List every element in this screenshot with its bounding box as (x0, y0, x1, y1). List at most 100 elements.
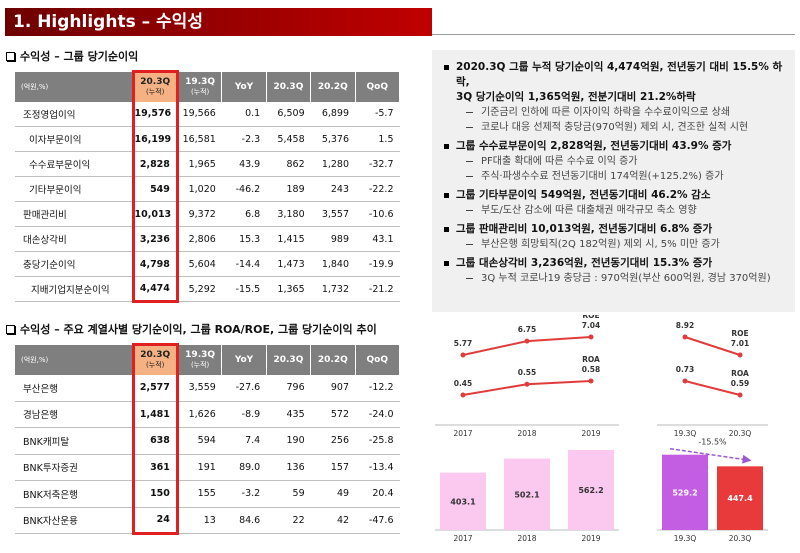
column-header: 20.3Q (266, 344, 312, 375)
cell: 150 (131, 480, 179, 508)
cell: 16,199 (131, 126, 179, 152)
cell: 1,481 (131, 401, 179, 428)
dash (466, 161, 473, 162)
column-header: 20.3Q (266, 71, 312, 102)
cell: 43.9 (221, 151, 267, 177)
column-header: YoY (221, 344, 267, 375)
row-label: 지배기업지분순이익 (15, 276, 133, 302)
sub-text: 부도/도산 감소에 따른 대출채권 매각규모 축소 영향 (481, 205, 697, 216)
value-label: 502.1 (514, 490, 540, 499)
value-label: 529.2 (672, 488, 697, 497)
cell: 1,473 (266, 251, 311, 277)
value-label: 7.01 (731, 339, 750, 348)
cell: 1.5 (355, 126, 400, 152)
row-label: BNK자산운용 (15, 507, 133, 534)
table-row: 대손상각비 3,236 2,806 15.3 1,415 989 43.1 (15, 226, 400, 252)
table-row: 경남은행 1,481 1,626 -8.9 435 572 -24.0 (15, 401, 400, 428)
column-label: QoQ (366, 354, 389, 365)
annotation: -15.5% (698, 438, 727, 447)
table-wrap: (억원,%) 20.3Q (누적) 19.3Q (누적) YoY 20.3Q 20.2Q QoQ… (15, 70, 401, 303)
column-header: 19.3Q (누적) (177, 344, 223, 375)
value-label: 447.4 (727, 494, 753, 503)
header-rule (432, 34, 795, 35)
bullet-text: 그룹 판매관리비 10,013억원, 전년동기대비 6.8% 증가 (456, 223, 713, 235)
cell: -5.7 (355, 101, 400, 127)
column-label: 20.2Q (317, 354, 348, 365)
row-label: BNK투자증권 (15, 454, 133, 481)
cell: 2,828 (131, 151, 179, 177)
unit-label: (억원,%) (15, 344, 134, 375)
table-wrap: (억원,%) 20.3Q (누적) 19.3Q (누적) YoY 20.3Q 20.2Q QoQ… (15, 343, 401, 535)
x-tick-label: 20.3Q (729, 429, 752, 438)
series-line (684, 380, 741, 396)
x-tick-label: 20.3Q (729, 534, 752, 543)
cell: 2,577 (131, 374, 179, 402)
header-row: (억원,%) 20.3Q (누적) 19.3Q (누적) YoY 20.3Q 20.2Q QoQ (15, 70, 401, 102)
cell: 20.4 (355, 480, 400, 508)
cell: -8.9 (221, 401, 267, 428)
table-row: BNK투자증권 361 191 89.0 136 157 -13.4 (15, 454, 400, 481)
cell: 49 (310, 480, 356, 508)
column-label: 20.2Q (317, 81, 348, 92)
x-tick-label: 19.3Q (674, 534, 697, 543)
row-label: BNK저축은행 (15, 480, 133, 508)
sub-text: 3Q 누적 코로나19 충당금 : 970억원(부산 600억원, 경남 370… (481, 273, 771, 284)
cell: -22.2 (355, 176, 400, 202)
cell: 1,840 (310, 251, 356, 277)
row-label: 기타부문이익 (15, 176, 133, 202)
column-note: (누적) (146, 88, 165, 97)
cell: 6.8 (221, 201, 267, 227)
cell: -3.2 (221, 480, 267, 508)
marker (588, 378, 594, 384)
cell: 7.4 (221, 427, 267, 455)
section-title: 수익성 – 주요 계열사별 당기순이익, 그룹 ROA/ROE, 그룹 당기순이… (20, 323, 377, 336)
column-header: 20.3Q (누적) (131, 70, 179, 102)
x-tick-label: 2017 (453, 534, 472, 543)
table-row: 수수료부문이익 2,828 1,965 43.9 862 1,280 -32.7 (15, 151, 400, 177)
data-table: (억원,%) 20.3Q (누적) 19.3Q (누적) YoY 20.3Q 20.2Q QoQ… (15, 70, 401, 303)
bullet: 그룹 수수료부문이익 2,828억원, 전년동기대비 43.9% 증가 (444, 139, 787, 154)
cell: 3,236 (131, 226, 179, 252)
column-note: (누적) (190, 360, 210, 369)
table-row: BNK캐피탈 638 594 7.4 190 256 -25.8 (15, 427, 400, 455)
cell: 136 (266, 454, 311, 481)
bullet: 그룹 판매관리비 10,013억원, 전년동기대비 6.8% 증가 (444, 222, 787, 237)
row-label: 경남은행 (15, 401, 133, 428)
cell: -46.2 (221, 176, 267, 202)
cell: -25.8 (355, 427, 400, 455)
table-row: 기타부문이익 549 1,020 -46.2 189 243 -22.2 (15, 176, 400, 202)
column-header: 20.3Q (누적) (131, 343, 179, 375)
cell: -10.6 (355, 201, 400, 227)
x-tick-label: 19.3Q (674, 429, 697, 438)
row-label: 이자부문이익 (15, 126, 133, 152)
cell: 594 (177, 427, 222, 455)
table-row: 부산은행 2,577 3,559 -27.6 796 907 -12.2 (15, 374, 400, 402)
cell: 10,013 (131, 201, 179, 227)
cell: 989 (310, 226, 356, 252)
cell: 1,626 (177, 401, 222, 428)
column-header: YoY (221, 71, 267, 102)
column-header: QoQ (355, 71, 401, 102)
table-row: BNK저축은행 150 155 -3.2 59 49 20.4 (15, 480, 400, 508)
cell: 435 (266, 401, 311, 428)
cell: 89.0 (221, 454, 267, 481)
x-tick-label: 2019 (581, 534, 600, 543)
bullet-marker (444, 227, 449, 232)
marker (682, 334, 688, 340)
marker (737, 392, 743, 398)
column-label: YoY (234, 81, 254, 92)
cell: 6,899 (310, 101, 356, 127)
section-heading: 수익성 – 주요 계열사별 당기순이익, 그룹 ROA/ROE, 그룹 당기순이… (6, 321, 377, 337)
x-tick-label: 2017 (453, 429, 472, 438)
dash (466, 176, 473, 177)
cell: 4,798 (131, 251, 179, 277)
column-note: (누적) (190, 87, 210, 96)
dash (466, 278, 473, 279)
x-tick-label: 2018 (517, 534, 536, 543)
bullet-text: 그룹 수수료부문이익 2,828억원, 전년동기대비 43.9% 증가 (456, 140, 732, 152)
cell: 549 (131, 176, 179, 202)
section-marker (6, 324, 15, 334)
cell: 3,180 (266, 201, 311, 227)
value-label: 6.75 (518, 325, 537, 334)
